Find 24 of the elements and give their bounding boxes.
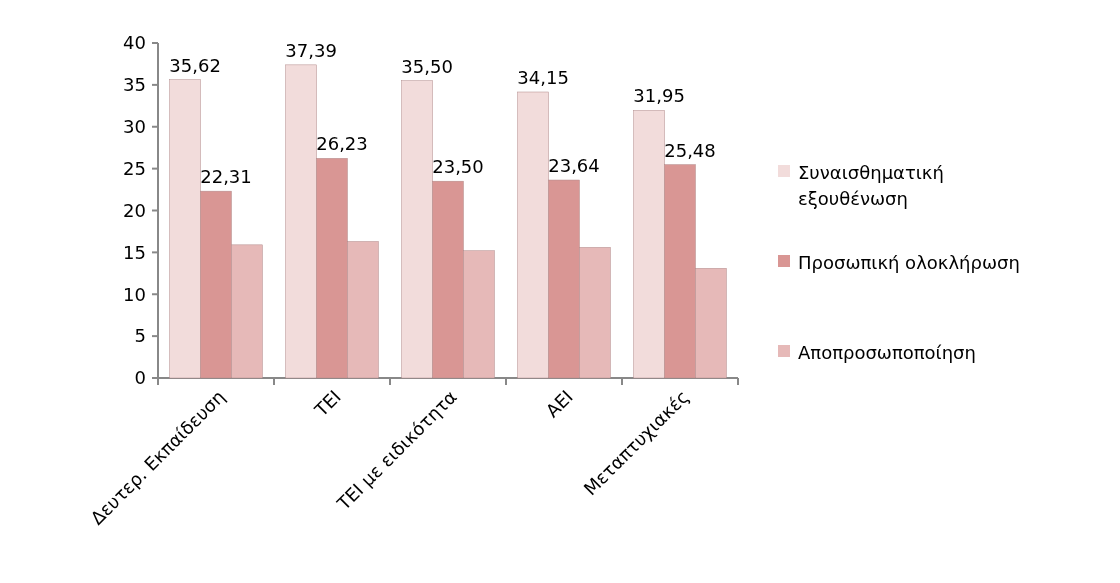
data-label: 34,15 bbox=[517, 66, 569, 88]
data-label: 35,62 bbox=[169, 54, 221, 76]
x-tick-label: ΤΕΙ bbox=[309, 385, 345, 422]
x-tick-label: ΑΕΙ bbox=[541, 385, 577, 422]
y-tick-label: 35 bbox=[123, 74, 146, 96]
y-tick-label: 40 bbox=[123, 32, 146, 54]
y-tick-label: 15 bbox=[123, 241, 146, 263]
data-label: 22,31 bbox=[200, 166, 252, 188]
data-label: 23,50 bbox=[432, 156, 484, 178]
y-tick-label: 20 bbox=[123, 199, 146, 221]
legend-label: Συναισθηματική εξουθένωση bbox=[798, 162, 944, 209]
data-label: 35,50 bbox=[401, 55, 453, 77]
legend-label: Προσωπική ολοκλήρωση bbox=[798, 252, 1020, 274]
y-tick-label: 25 bbox=[123, 157, 146, 179]
data-label: 31,95 bbox=[633, 85, 685, 107]
y-tick-label: 0 bbox=[134, 367, 146, 389]
legend-label: Αποπροσωποποίηση bbox=[798, 342, 976, 364]
y-tick-label: 30 bbox=[123, 116, 146, 138]
y-tick-label: 10 bbox=[123, 283, 146, 305]
data-label: 26,23 bbox=[316, 133, 368, 155]
data-label: 37,39 bbox=[285, 39, 337, 61]
data-label: 25,48 bbox=[664, 139, 716, 161]
data-label: 23,64 bbox=[548, 155, 600, 177]
y-tick-label: 5 bbox=[134, 325, 146, 347]
